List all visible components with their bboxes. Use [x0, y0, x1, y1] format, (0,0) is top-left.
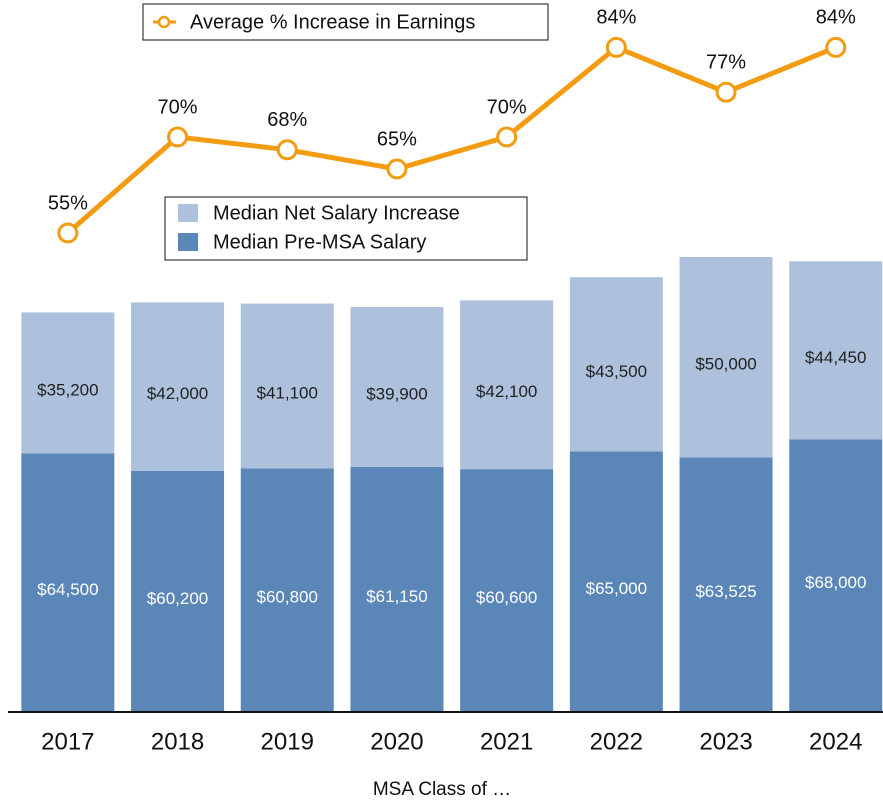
- bar-segment: [131, 470, 225, 712]
- value-label: 55%: [48, 192, 88, 214]
- value-label: 84%: [596, 7, 636, 29]
- value-label: $61,150: [366, 587, 427, 606]
- value-label: 68%: [267, 109, 307, 131]
- bar-segment: [679, 457, 773, 712]
- x-tick-label: 2021: [480, 728, 533, 755]
- value-label: $64,500: [37, 580, 98, 599]
- x-tick-label: 2018: [151, 728, 204, 755]
- bar-segment: [569, 277, 663, 452]
- x-tick-label: 2017: [41, 728, 94, 755]
- bar-segment: [460, 300, 554, 470]
- bar-segment: [789, 261, 883, 440]
- value-label: $39,900: [366, 384, 427, 403]
- value-label: $44,450: [805, 348, 866, 367]
- legend-box: [142, 3, 549, 41]
- bar-segment: [240, 468, 334, 712]
- bar-segment: [21, 453, 115, 712]
- value-label: 65%: [377, 128, 417, 150]
- bar-segment: [789, 439, 883, 712]
- legend-swatch: [178, 204, 198, 222]
- bar-segment: [21, 312, 115, 454]
- x-tick-label: 2019: [261, 728, 314, 755]
- value-label: $65,000: [586, 579, 647, 598]
- x-tick-label: 2020: [370, 728, 423, 755]
- x-tick-label: 2023: [699, 728, 752, 755]
- bar-segment: [569, 451, 663, 712]
- value-label: $43,500: [586, 362, 647, 381]
- value-label: $63,525: [695, 582, 756, 601]
- legend-label: Average % Increase in Earnings: [190, 11, 475, 33]
- value-label: $35,200: [37, 380, 98, 399]
- line-marker: [57, 222, 79, 244]
- value-label: $68,000: [805, 573, 866, 592]
- line-marker: [496, 126, 518, 148]
- value-label: 77%: [706, 51, 746, 73]
- value-label: $60,200: [147, 589, 208, 608]
- value-label: 70%: [158, 96, 198, 118]
- value-label: 84%: [816, 7, 856, 29]
- value-label: $60,600: [476, 588, 537, 607]
- value-label: $50,000: [695, 355, 756, 374]
- bar-segment: [350, 466, 444, 712]
- bar-segment: [679, 257, 773, 458]
- bar-segment: [350, 306, 444, 467]
- line-marker: [386, 158, 408, 180]
- x-tick-label: 2022: [590, 728, 643, 755]
- value-label: $41,100: [257, 383, 318, 402]
- value-label: 70%: [487, 96, 527, 118]
- line: [66, 44, 837, 235]
- legend-label: Median Net Salary Increase: [213, 202, 460, 224]
- bar-segment: [131, 302, 225, 471]
- value-label: $42,100: [476, 382, 537, 401]
- x-tick-label: 2024: [809, 728, 862, 755]
- x-axis-label: MSA Class of …: [373, 779, 511, 800]
- legend-box: [164, 196, 528, 261]
- value-label: $42,000: [147, 384, 208, 403]
- legend-label: Median Pre-MSA Salary: [213, 231, 426, 253]
- value-label: $60,800: [257, 588, 318, 607]
- line-marker: [825, 36, 847, 58]
- line-marker: [715, 81, 737, 103]
- bar-segment: [240, 303, 334, 469]
- bar-segment: [460, 469, 554, 712]
- line-marker: [276, 139, 298, 161]
- line-marker: [605, 36, 627, 58]
- legend-swatch: [178, 233, 198, 251]
- legend-marker: [157, 15, 171, 29]
- line-marker: [167, 126, 189, 148]
